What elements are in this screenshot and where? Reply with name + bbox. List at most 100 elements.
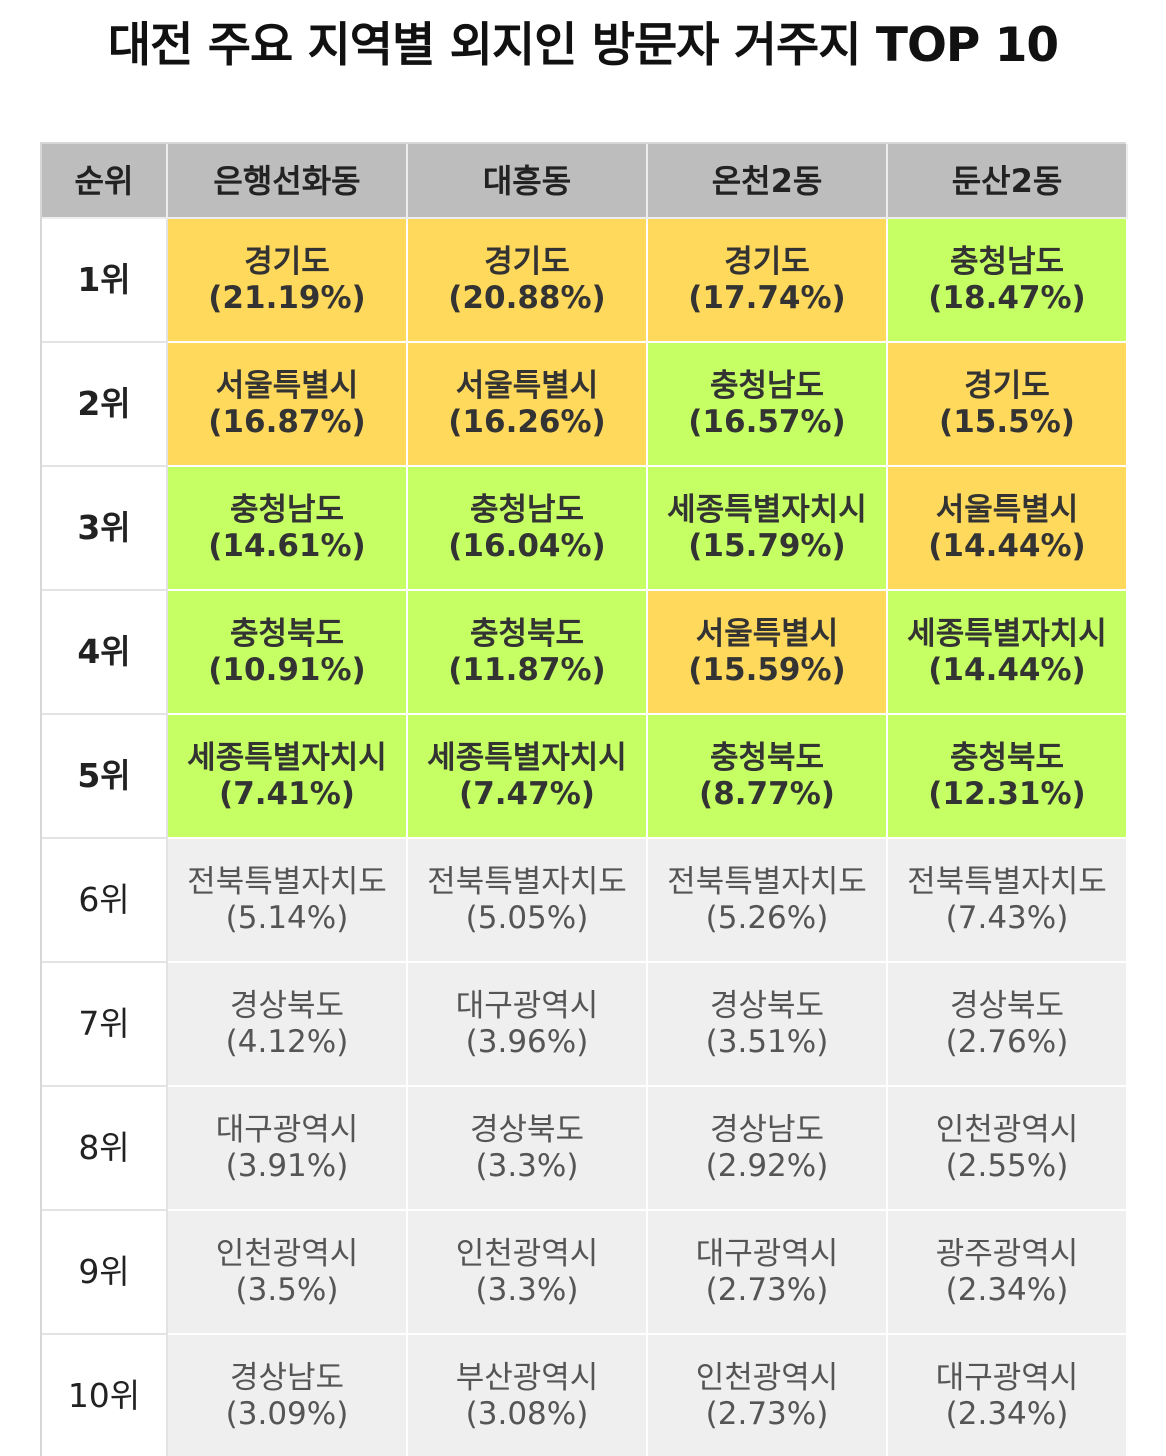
region-percentage: (18.47%) bbox=[928, 280, 1086, 316]
table-cell: 충청북도 (10.91%) bbox=[168, 591, 408, 715]
table-cell: 경상북도 (2.76%) bbox=[888, 963, 1128, 1087]
table-cell: 경기도 (17.74%) bbox=[648, 219, 888, 343]
region-name: 대구광역시 bbox=[935, 1360, 1079, 1396]
region-name: 충청남도 bbox=[949, 244, 1065, 280]
region-name: 전북특별자치도 bbox=[907, 864, 1107, 900]
region-percentage: (3.91%) bbox=[225, 1148, 349, 1184]
rank-label: 2위 bbox=[42, 343, 168, 467]
rank-label: 7위 bbox=[42, 963, 168, 1087]
region-percentage: (2.34%) bbox=[945, 1396, 1069, 1432]
region-percentage: (16.26%) bbox=[448, 404, 606, 440]
rank-label: 1위 bbox=[42, 219, 168, 343]
region-name: 대구광역시 bbox=[695, 1236, 839, 1272]
table-cell: 대구광역시 (2.73%) bbox=[648, 1211, 888, 1335]
table-cell: 대구광역시 (2.34%) bbox=[888, 1335, 1128, 1456]
region-name: 경상북도 bbox=[469, 1112, 585, 1148]
rank-label: 6위 bbox=[42, 839, 168, 963]
region-percentage: (7.41%) bbox=[219, 776, 355, 812]
region-percentage: (3.3%) bbox=[475, 1148, 579, 1184]
region-percentage: (16.87%) bbox=[208, 404, 366, 440]
region-name: 충청남도 bbox=[469, 492, 585, 528]
header-column: 대흥동 bbox=[408, 144, 648, 219]
table-cell: 전북특별자치도 (5.14%) bbox=[168, 839, 408, 963]
region-name: 서울특별시 bbox=[455, 368, 599, 404]
table-cell: 충청남도 (14.61%) bbox=[168, 467, 408, 591]
region-name: 서울특별시 bbox=[695, 616, 839, 652]
region-name: 세종특별자치시 bbox=[187, 740, 387, 776]
region-percentage: (5.05%) bbox=[465, 900, 589, 936]
region-percentage: (4.12%) bbox=[225, 1024, 349, 1060]
region-name: 경상북도 bbox=[229, 988, 345, 1024]
table-cell: 인천광역시 (2.73%) bbox=[648, 1335, 888, 1456]
table-cell: 인천광역시 (3.5%) bbox=[168, 1211, 408, 1335]
region-percentage: (2.73%) bbox=[705, 1272, 829, 1308]
table-cell: 세종특별자치시 (7.41%) bbox=[168, 715, 408, 839]
table-cell: 전북특별자치도 (5.05%) bbox=[408, 839, 648, 963]
header-column: 은행선화동 bbox=[168, 144, 408, 219]
table-cell: 서울특별시 (14.44%) bbox=[888, 467, 1128, 591]
region-percentage: (2.76%) bbox=[945, 1024, 1069, 1060]
region-name: 경기도 bbox=[484, 244, 570, 280]
region-name: 충청남도 bbox=[709, 368, 825, 404]
region-percentage: (11.87%) bbox=[448, 652, 606, 688]
region-name: 충청북도 bbox=[469, 616, 585, 652]
region-percentage: (8.77%) bbox=[699, 776, 835, 812]
region-name: 광주광역시 bbox=[935, 1236, 1079, 1272]
region-percentage: (3.08%) bbox=[465, 1396, 589, 1432]
region-name: 부산광역시 bbox=[455, 1360, 599, 1396]
region-percentage: (3.3%) bbox=[475, 1272, 579, 1308]
region-name: 경기도 bbox=[724, 244, 810, 280]
region-percentage: (14.44%) bbox=[928, 652, 1086, 688]
table-cell: 경기도 (21.19%) bbox=[168, 219, 408, 343]
table-cell: 충청남도 (16.57%) bbox=[648, 343, 888, 467]
region-percentage: (12.31%) bbox=[928, 776, 1086, 812]
region-name: 전북특별자치도 bbox=[667, 864, 867, 900]
table-cell: 인천광역시 (3.3%) bbox=[408, 1211, 648, 1335]
table-cell: 세종특별자치시 (7.47%) bbox=[408, 715, 648, 839]
table-cell: 광주광역시 (2.34%) bbox=[888, 1211, 1128, 1335]
region-name: 충청북도 bbox=[949, 740, 1065, 776]
region-percentage: (10.91%) bbox=[208, 652, 366, 688]
region-percentage: (3.51%) bbox=[705, 1024, 829, 1060]
region-percentage: (15.79%) bbox=[688, 528, 846, 564]
table-cell: 경기도 (15.5%) bbox=[888, 343, 1128, 467]
region-name: 인천광역시 bbox=[695, 1360, 839, 1396]
rank-label: 8위 bbox=[42, 1087, 168, 1211]
table-cell: 서울특별시 (16.26%) bbox=[408, 343, 648, 467]
region-percentage: (7.47%) bbox=[459, 776, 595, 812]
table-cell: 경상북도 (3.51%) bbox=[648, 963, 888, 1087]
table-cell: 경상북도 (3.3%) bbox=[408, 1087, 648, 1211]
region-name: 대구광역시 bbox=[455, 988, 599, 1024]
region-percentage: (14.44%) bbox=[928, 528, 1086, 564]
table-cell: 서울특별시 (16.87%) bbox=[168, 343, 408, 467]
region-percentage: (2.34%) bbox=[945, 1272, 1069, 1308]
region-name: 서울특별시 bbox=[935, 492, 1079, 528]
region-name: 경기도 bbox=[244, 244, 330, 280]
table-cell: 서울특별시 (15.59%) bbox=[648, 591, 888, 715]
table-cell: 경상남도 (3.09%) bbox=[168, 1335, 408, 1456]
table-cell: 인천광역시 (2.55%) bbox=[888, 1087, 1128, 1211]
region-percentage: (2.73%) bbox=[705, 1396, 829, 1432]
region-percentage: (5.26%) bbox=[705, 900, 829, 936]
rank-label: 5위 bbox=[42, 715, 168, 839]
table-cell: 충청북도 (8.77%) bbox=[648, 715, 888, 839]
region-name: 전북특별자치도 bbox=[427, 864, 627, 900]
table-cell: 경상남도 (2.92%) bbox=[648, 1087, 888, 1211]
region-name: 충청북도 bbox=[709, 740, 825, 776]
region-percentage: (2.92%) bbox=[705, 1148, 829, 1184]
region-percentage: (7.43%) bbox=[945, 900, 1069, 936]
page-title: 대전 주요 지역별 외지인 방문자 거주지 TOP 10 bbox=[107, 18, 1059, 73]
ranking-table: 순위 은행선화동 대흥동 온천2동 둔산2동 1위 경기도 (21.19%) 경기도 (20.88… bbox=[40, 142, 1128, 1456]
rank-label: 10위 bbox=[42, 1335, 168, 1456]
region-percentage: (14.61%) bbox=[208, 528, 366, 564]
region-name: 인천광역시 bbox=[215, 1236, 359, 1272]
region-percentage: (3.5%) bbox=[235, 1272, 339, 1308]
region-name: 세종특별자치시 bbox=[907, 616, 1107, 652]
table-cell: 경기도 (20.88%) bbox=[408, 219, 648, 343]
header-column: 둔산2동 bbox=[888, 144, 1128, 219]
table-cell: 대구광역시 (3.91%) bbox=[168, 1087, 408, 1211]
table-cell: 세종특별자치시 (15.79%) bbox=[648, 467, 888, 591]
table-cell: 전북특별자치도 (5.26%) bbox=[648, 839, 888, 963]
region-name: 대구광역시 bbox=[215, 1112, 359, 1148]
region-name: 경기도 bbox=[964, 368, 1050, 404]
